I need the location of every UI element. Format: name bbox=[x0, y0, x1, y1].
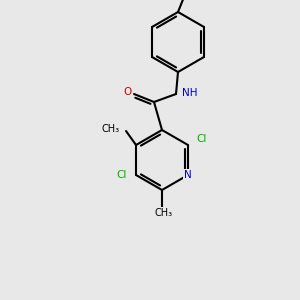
Text: O: O bbox=[123, 87, 131, 97]
Text: CH₃: CH₃ bbox=[102, 124, 120, 134]
Text: Cl: Cl bbox=[197, 134, 207, 144]
Text: CH₃: CH₃ bbox=[155, 208, 173, 218]
Text: N: N bbox=[184, 170, 192, 180]
Text: Cl: Cl bbox=[117, 170, 127, 180]
Text: NH: NH bbox=[182, 88, 197, 98]
